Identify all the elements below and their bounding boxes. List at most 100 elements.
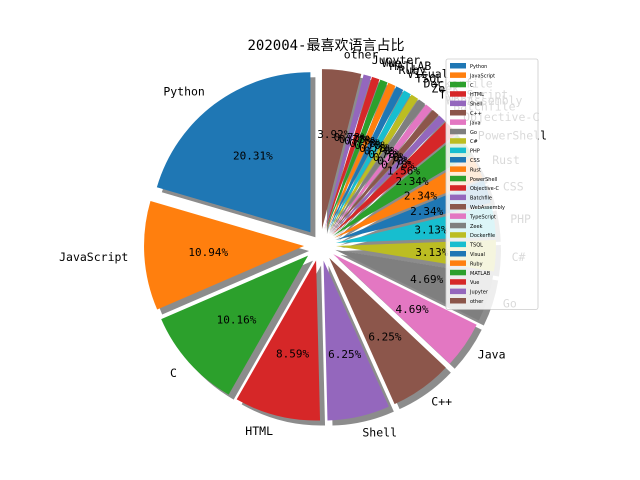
percent-label-webassembly: 0.78% (377, 155, 410, 168)
legend-label-go: Go (470, 130, 477, 136)
percent-label-objective-c: 1.56% (387, 164, 420, 177)
category-label-other: other (344, 47, 379, 61)
percent-label-javascript: 10.94% (188, 246, 228, 259)
legend-label-powershell: PowerShell (470, 177, 497, 183)
legend-swatch-go (450, 128, 466, 135)
legend-swatch-visual (450, 251, 466, 257)
legend-swatch-jupyter (450, 288, 466, 295)
percent-label-matlab: 0.78% (344, 135, 377, 148)
slice-c (161, 255, 309, 395)
legend-box (445, 58, 539, 310)
legend-label-dockerfile: Dockerfile (470, 233, 495, 239)
legend-swatch-dockerfile (450, 232, 466, 238)
percent-label-html: 8.59% (276, 348, 309, 361)
legend: Python JavaScript C HTML Shell C++ Java Go C# PHP… (445, 58, 539, 310)
legend-swatch-webassembly (450, 204, 466, 210)
percent-label-zeek: 0.78% (368, 148, 401, 161)
slice-typescript (329, 104, 433, 233)
percent-label-ruby: 0.78% (349, 137, 382, 150)
legend-swatch-java (450, 119, 466, 125)
legend-label-javascript: JavaScript (469, 73, 495, 79)
slice-matlab (325, 79, 388, 231)
category-label-visual: Visual (407, 67, 449, 81)
legend-swatch-c (450, 110, 466, 116)
legend-swatch-c (450, 81, 466, 88)
percent-labels: 20.31% 10.94% 10.16% 8.59% 6.25% 6.25% 4.69% 4.… (188, 128, 448, 361)
slice-jupyter (324, 74, 372, 230)
percent-label-tsql: 0.78% (359, 142, 392, 155)
slice-java (333, 254, 477, 364)
legend-label-css: CSS (470, 158, 480, 164)
slice-html (236, 260, 321, 421)
category-label-vue: Vue (381, 56, 402, 70)
legend-label-java: Java (469, 120, 481, 126)
legend-label-c: C++ (470, 111, 482, 117)
legend-swatch-html (450, 91, 466, 97)
legend-swatch-vue (450, 279, 466, 285)
legend-swatch-tsql (450, 241, 466, 248)
slice-batchfile (331, 115, 445, 234)
percent-label-c: 6.25% (368, 330, 401, 343)
legend-label-vue: Vue (470, 280, 479, 286)
legend-swatch-powershell (450, 175, 466, 182)
category-label-c: C++ (431, 394, 452, 408)
slice-c (329, 258, 446, 405)
slice-visual (327, 86, 404, 231)
legend-label-c: C# (470, 139, 478, 145)
legend-swatch-rust (450, 166, 466, 172)
percent-label-rust: 2.34% (404, 189, 437, 202)
legend-swatch-shell (450, 100, 466, 107)
category-label-jupyter: Jupyter (372, 53, 421, 67)
legend-swatch-css (450, 157, 466, 163)
legend-label-rust: Rust (470, 167, 481, 173)
slice-objective-c (331, 121, 457, 235)
slice-vue (325, 76, 380, 230)
slice-powershell (333, 135, 472, 236)
legend-swatch-ruby (450, 260, 466, 266)
percent-label-php: 3.13% (414, 224, 447, 237)
legend-label-c: C (470, 83, 474, 89)
chart-title: 202004-最喜欢语言占比 (247, 38, 404, 54)
legend-swatch-matlab (450, 269, 466, 276)
category-label-ruby: Ruby (398, 63, 426, 77)
percent-label-typescript: 0.78% (373, 151, 406, 164)
legend-label-webassembly: WebAssembly (470, 205, 505, 211)
percent-label-css: 2.34% (410, 205, 443, 218)
legend-label-html: HTML (470, 92, 484, 98)
percent-label-visual: 0.78% (354, 139, 387, 152)
slice-dockerfile (328, 94, 419, 232)
slice-ruby (326, 82, 396, 231)
legend-swatch-python (450, 63, 466, 69)
percent-label-go: 4.69% (410, 273, 443, 286)
slice-other (321, 69, 362, 230)
legend-label-ruby: Ruby (470, 261, 483, 267)
slice-shell (323, 260, 389, 421)
percent-label-other: 3.92% (317, 128, 350, 141)
category-label-javascript: JavaScript (59, 250, 128, 264)
percent-label-java: 4.69% (395, 303, 428, 316)
category-label-matlab: MATLAB (390, 59, 432, 73)
percent-label-powershell: 2.34% (395, 175, 428, 188)
legend-label-python: Python (470, 64, 487, 70)
percent-label-jupyter: 0.78% (334, 131, 367, 144)
percent-label-shell: 6.25% (328, 348, 361, 361)
category-label-shell: Shell (362, 425, 397, 439)
legend-swatch-c (450, 138, 466, 144)
legend-label-visual: Visual (470, 252, 485, 258)
legend-swatch-batchfile (450, 194, 466, 201)
category-label-tsql: TSQL (415, 71, 443, 85)
legend-swatch-javascript (450, 72, 466, 78)
legend-swatch-typescript (450, 213, 466, 219)
legend-label-batchfile: Batchfile (470, 196, 492, 202)
percent-label-python: 20.31% (233, 149, 273, 162)
category-label-java: Java (478, 347, 506, 361)
slice-python (156, 72, 311, 233)
slice-zeek (329, 99, 426, 232)
legend-label-matlab: MATLAB (470, 271, 491, 277)
legend-swatch-zeek (450, 222, 466, 229)
legend-label-other: other (470, 299, 484, 305)
percent-label-batchfile: 0.78% (381, 158, 414, 171)
legend-label-php: PHP (470, 149, 480, 155)
